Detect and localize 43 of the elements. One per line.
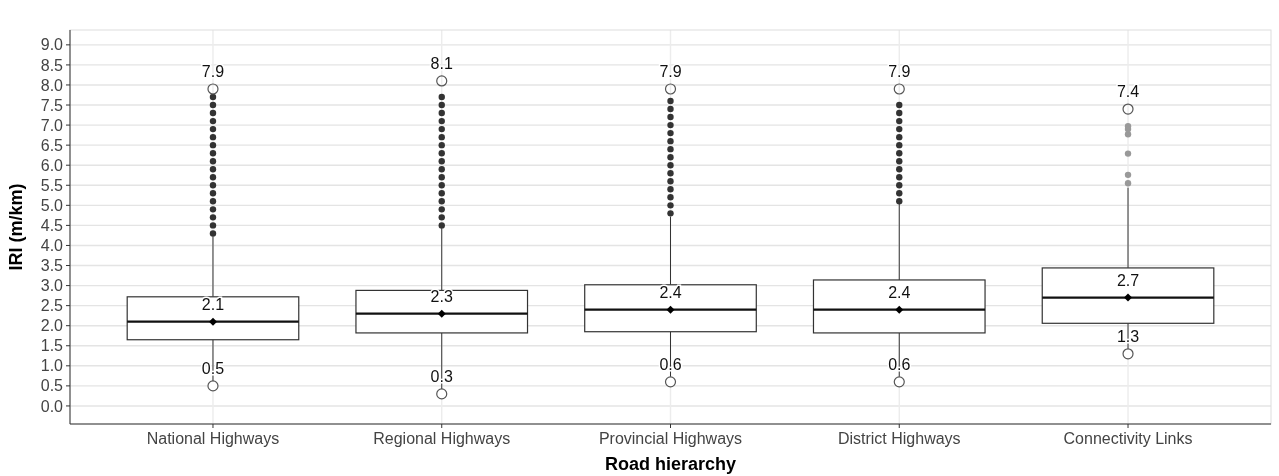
y-tick-label: 8.5 <box>40 56 64 74</box>
annotation: 7.9 <box>659 62 682 80</box>
y-tick-label: 1.5 <box>40 337 64 355</box>
x-tick-label: National Highways <box>146 430 280 447</box>
point <box>664 83 677 95</box>
y-tick-label: 5.5 <box>40 176 64 194</box>
annotation: 8.1 <box>430 54 453 72</box>
y-tick-label: 0.0 <box>40 397 64 415</box>
annotation: 0.5 <box>201 359 225 377</box>
y-tick-label: 8.0 <box>40 76 64 94</box>
y-tick-label: 6.0 <box>40 156 64 174</box>
y-tick-label: 0.5 <box>40 377 64 395</box>
annotation: 2.1 <box>201 295 225 313</box>
annotation: 7.4 <box>1116 83 1140 101</box>
y-tick-label: 7.5 <box>40 96 64 114</box>
y-tick-label: 4.5 <box>40 217 64 234</box>
y-tick-label: 3.0 <box>40 277 64 295</box>
x-tick-label: District Highways <box>837 430 961 447</box>
y-tick-label: 4.0 <box>40 237 64 255</box>
annotation: 2.7 <box>1116 271 1140 289</box>
annotation: 2.4 <box>888 283 911 301</box>
x-axis-title: Road hierarchy <box>604 454 737 474</box>
y-axis-title: IRI (m/km) <box>6 183 26 271</box>
y-tick-label: 3.5 <box>40 257 64 275</box>
annotation: 7.9 <box>201 62 225 80</box>
y-tick-label: 1.0 <box>40 357 64 375</box>
annotation: 1.3 <box>1116 327 1140 345</box>
annotation: 2.4 <box>659 283 682 301</box>
point <box>436 75 448 87</box>
y-tick-label: 7.0 <box>40 116 64 134</box>
point <box>893 83 905 95</box>
y-tick-label: 5.0 <box>40 196 64 214</box>
x-tick-label: Regional Highways <box>373 430 511 447</box>
x-tick-label: Connectivity Links <box>1063 430 1193 447</box>
y-tick-label: 2.5 <box>40 297 64 315</box>
y-tick-label: 9.0 <box>40 36 64 54</box>
y-tick-label: 2.0 <box>40 317 64 335</box>
y-tick-label: 6.5 <box>40 136 64 154</box>
point <box>207 83 219 95</box>
point <box>1122 103 1134 115</box>
annotation: 7.9 <box>888 62 911 80</box>
annotation: 2.3 <box>430 287 453 305</box>
x-tick-label: Provincial Highways <box>598 430 743 447</box>
